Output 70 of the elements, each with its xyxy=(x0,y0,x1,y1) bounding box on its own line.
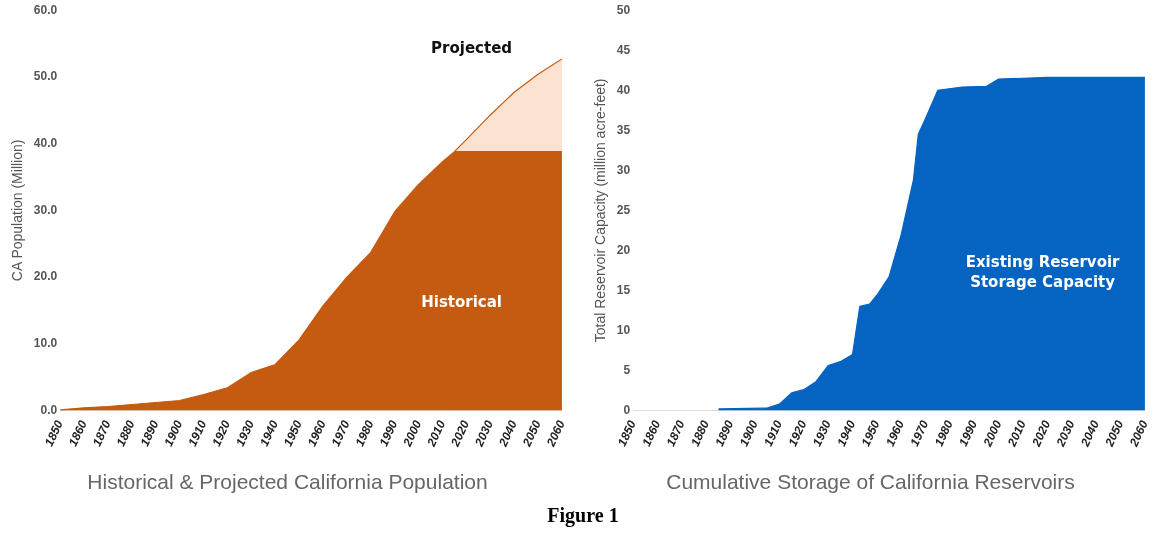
x-tick-label: 1930 xyxy=(809,418,834,449)
x-tick-label: 2030 xyxy=(471,418,497,450)
x-tick-label: 2030 xyxy=(1053,418,1078,450)
x-tick-label: 1940 xyxy=(256,418,282,449)
x-tick-label: 2060 xyxy=(543,418,568,450)
x-tick-label: 1960 xyxy=(304,418,329,449)
x-tick-label: 1860 xyxy=(639,418,664,449)
x-tick-label: 1970 xyxy=(907,418,932,449)
y-tick-label: 50 xyxy=(616,2,631,17)
x-tick-label: 2040 xyxy=(495,418,521,450)
x-tick-label: 1990 xyxy=(956,418,981,449)
x-tick-label: 1920 xyxy=(209,418,234,449)
x-tick-label: 1890 xyxy=(137,418,162,449)
x-tick-label: 1930 xyxy=(233,418,258,449)
x-tick-label: 2050 xyxy=(1101,418,1127,450)
x-tick-label: 2000 xyxy=(399,418,425,450)
x-tick-label: 1940 xyxy=(834,418,859,449)
x-tick-label: 1970 xyxy=(328,418,353,449)
x-tick-label: 1960 xyxy=(882,418,908,449)
x-tick-label: 1880 xyxy=(113,418,138,449)
y-tick-label: 5 xyxy=(623,362,631,377)
x-tick-label: 1900 xyxy=(736,418,761,449)
x-tick-label: 1870 xyxy=(663,418,688,449)
y-tick-label: 0.0 xyxy=(40,402,58,417)
y-tick-label: 40 xyxy=(616,82,631,97)
y-tick-label: 0 xyxy=(623,402,631,417)
x-tick-label: 2010 xyxy=(1004,418,1029,450)
x-tick-label: 2040 xyxy=(1077,418,1103,450)
x-tick-label: 1850 xyxy=(614,418,639,449)
y-tick-label: 35 xyxy=(616,122,631,137)
series-label: Existing Reservoir Storage Capacity xyxy=(965,253,1121,292)
y-tick-label: 60.0 xyxy=(33,2,58,17)
x-tick-label: 2060 xyxy=(1126,418,1151,450)
x-tick-label: 2000 xyxy=(980,418,1005,450)
x-tick-label: 2010 xyxy=(423,418,449,450)
text: Cumulative Storage of California Reservoirs xyxy=(666,470,1075,494)
x-tick-label: 1980 xyxy=(931,418,956,449)
x-tick-label: 1990 xyxy=(376,418,401,449)
caption: Figure 1 xyxy=(547,504,619,526)
series-label: Historical xyxy=(421,292,502,311)
x-tick-label: 1910 xyxy=(761,418,786,449)
x-tick-label: 2020 xyxy=(447,418,473,450)
x-tick-label: 1860 xyxy=(65,418,90,449)
x-tick-label: 1910 xyxy=(185,418,210,449)
series-label: Projected xyxy=(431,38,513,57)
y-tick-label: 30.0 xyxy=(33,202,58,217)
y-tick-label: 50.0 xyxy=(33,69,58,84)
x-tick-label: 2050 xyxy=(519,418,544,450)
x-tick-label: 1920 xyxy=(785,418,810,449)
y-axis-title: CA Population (Million) xyxy=(9,139,26,282)
y-tick-label: 30 xyxy=(616,162,631,177)
x-tick-label: 1890 xyxy=(712,418,737,449)
x-tick-label: 1980 xyxy=(352,418,377,449)
y-tick-label: 20.0 xyxy=(33,269,58,284)
x-tick-label: 2020 xyxy=(1028,418,1054,450)
text: Historical & Projected California Population xyxy=(87,470,488,494)
x-tick-label: 1950 xyxy=(858,418,883,449)
y-tick-label: 45 xyxy=(616,42,631,57)
y-tick-label: 40.0 xyxy=(33,135,58,150)
x-tick-label: 1870 xyxy=(89,418,114,449)
y-tick-label: 15 xyxy=(616,282,631,297)
y-tick-label: 10.0 xyxy=(33,336,58,351)
x-tick-label: 1900 xyxy=(161,418,186,449)
x-tick-label: 1850 xyxy=(41,418,67,449)
y-tick-label: 25 xyxy=(616,202,631,217)
x-tick-label: 1950 xyxy=(280,418,305,449)
y-axis-title: Total Reservoir Capacity (million acre-feet) xyxy=(592,78,609,343)
x-tick-label: 1880 xyxy=(688,418,713,449)
y-tick-label: 20 xyxy=(616,242,631,257)
y-tick-label: 10 xyxy=(616,322,631,337)
